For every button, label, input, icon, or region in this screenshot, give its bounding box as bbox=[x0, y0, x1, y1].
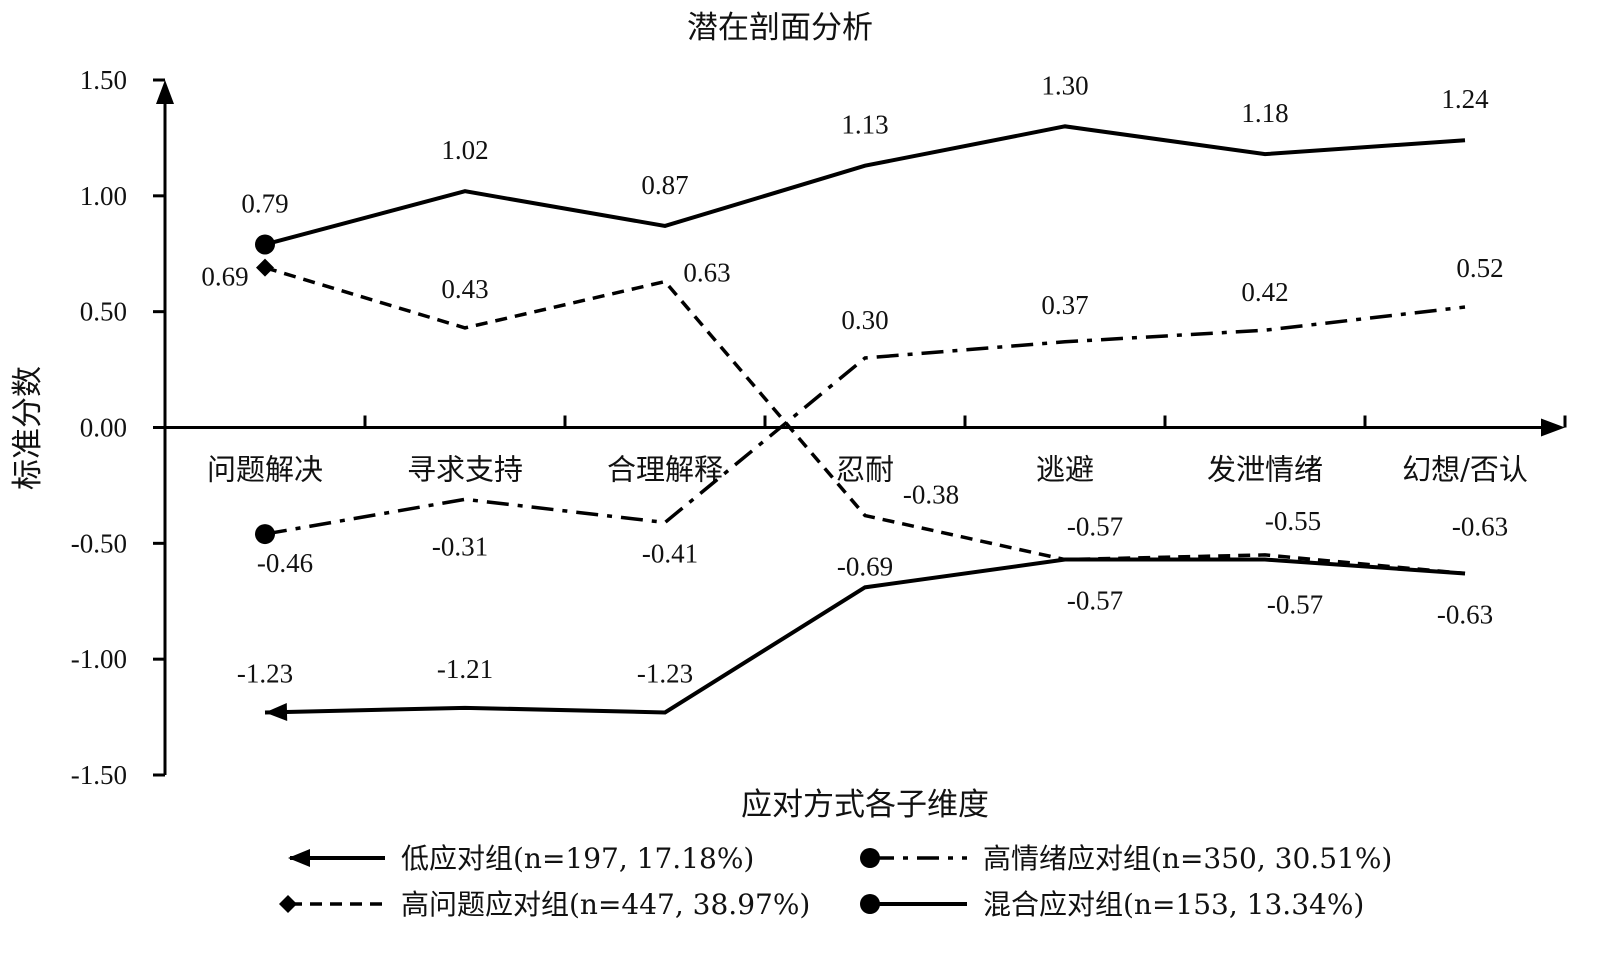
series-start-marker bbox=[255, 524, 275, 545]
series-line bbox=[264, 265, 1466, 576]
y-tick-label: -0.50 bbox=[71, 528, 127, 558]
data-label: 1.24 bbox=[1441, 84, 1489, 114]
data-label: 1.30 bbox=[1041, 70, 1088, 100]
data-label: -0.41 bbox=[642, 538, 698, 568]
data-label: -0.57 bbox=[1067, 586, 1123, 616]
series-3 bbox=[255, 124, 1466, 255]
legend-item-1: 高情绪应对组(n=350, 30.51%) bbox=[860, 842, 1392, 875]
legend-marker bbox=[279, 895, 297, 913]
x-category-label: 发泄情绪 bbox=[1207, 453, 1323, 487]
series-1 bbox=[255, 305, 1466, 545]
legend-marker bbox=[860, 848, 880, 868]
data-label: -1.21 bbox=[437, 654, 493, 684]
x-axis-label: 应对方式各子维度 bbox=[741, 787, 989, 823]
y-axis-arrow bbox=[156, 80, 174, 104]
series-line bbox=[264, 124, 1466, 247]
legend-item-2: 高问题应对组(n=447, 38.97%) bbox=[279, 888, 810, 921]
y-tick-label: 0.50 bbox=[80, 297, 127, 327]
legend-label: 高情绪应对组(n=350, 30.51%) bbox=[983, 842, 1392, 875]
data-label: 0.87 bbox=[641, 170, 688, 200]
legend-item-0: 低应对组(n=197, 17.18%) bbox=[288, 842, 754, 875]
data-labels: -1.23 -1.21 -1.23 -0.69 -0.57 -0.57 -0.63 -0.46… bbox=[201, 70, 1508, 688]
data-label: 1.13 bbox=[841, 110, 888, 140]
data-label: 0.43 bbox=[441, 274, 488, 304]
data-label: -1.23 bbox=[237, 658, 293, 688]
series-start-marker bbox=[256, 258, 274, 277]
y-tick-label: -1.00 bbox=[71, 644, 127, 674]
legend-marker bbox=[860, 894, 880, 914]
data-label: 0.52 bbox=[1456, 253, 1503, 283]
series-line bbox=[264, 557, 1466, 715]
y-tick-label: 1.00 bbox=[80, 181, 127, 211]
data-label: -1.23 bbox=[637, 658, 693, 688]
y-tick-label: 1.50 bbox=[80, 65, 127, 95]
series-0 bbox=[264, 557, 1466, 721]
x-axis-arrow bbox=[1541, 418, 1565, 437]
data-label: 0.79 bbox=[241, 188, 288, 218]
x-category-label: 幻想/否认 bbox=[1402, 453, 1528, 487]
series-start-marker bbox=[255, 234, 275, 255]
data-label: -0.46 bbox=[257, 548, 313, 578]
series-layer bbox=[255, 124, 1466, 721]
data-label: 0.42 bbox=[1241, 277, 1288, 307]
data-label: -0.57 bbox=[1067, 512, 1123, 542]
legend-marker bbox=[288, 849, 310, 867]
data-label: -0.55 bbox=[1265, 506, 1321, 536]
data-label: 0.37 bbox=[1041, 290, 1088, 320]
series-line bbox=[264, 305, 1466, 536]
x-category-label: 忍耐 bbox=[836, 453, 894, 487]
data-label: -0.31 bbox=[432, 531, 488, 561]
arrow-head bbox=[265, 702, 288, 721]
data-label: -0.63 bbox=[1452, 511, 1508, 541]
x-category-label: 寻求支持 bbox=[407, 453, 523, 487]
data-label: -0.69 bbox=[837, 551, 893, 581]
data-label: 0.30 bbox=[841, 305, 888, 335]
data-label: 1.02 bbox=[441, 135, 488, 165]
data-label: 0.63 bbox=[683, 258, 730, 288]
y-tick-label: -1.50 bbox=[71, 760, 127, 790]
y-axis-label: 标准分数 bbox=[10, 366, 46, 490]
data-label: -0.63 bbox=[1437, 599, 1493, 629]
data-label: -0.57 bbox=[1267, 590, 1323, 620]
arrow-head bbox=[288, 849, 310, 867]
legend-item-3: 混合应对组(n=153, 13.34%) bbox=[860, 888, 1364, 921]
y-tick-label: 0.00 bbox=[80, 413, 127, 443]
series-start-marker bbox=[265, 702, 288, 721]
legend: 低应对组(n=197, 17.18%) 高情绪应对组(n=350, 30.51%)… bbox=[279, 842, 1392, 921]
x-category-label: 问题解决 bbox=[207, 453, 323, 487]
axes: 1.50 1.00 0.50 0.00 -0.50 -1.00 -1.50 问题解决 寻求支持 合… bbox=[71, 65, 1567, 790]
chart-title: 潜在剖面分析 bbox=[687, 10, 873, 46]
legend-label: 混合应对组(n=153, 13.34%) bbox=[983, 888, 1364, 921]
legend-label: 高问题应对组(n=447, 38.97%) bbox=[401, 888, 810, 921]
x-category-label: 合理解释 bbox=[607, 453, 723, 487]
legend-label: 低应对组(n=197, 17.18%) bbox=[401, 842, 754, 875]
data-label: 1.18 bbox=[1241, 98, 1288, 128]
series-2 bbox=[256, 258, 1466, 576]
x-category-label: 逃避 bbox=[1036, 453, 1094, 487]
data-label: 0.69 bbox=[201, 262, 248, 292]
data-label: -0.38 bbox=[903, 480, 959, 510]
